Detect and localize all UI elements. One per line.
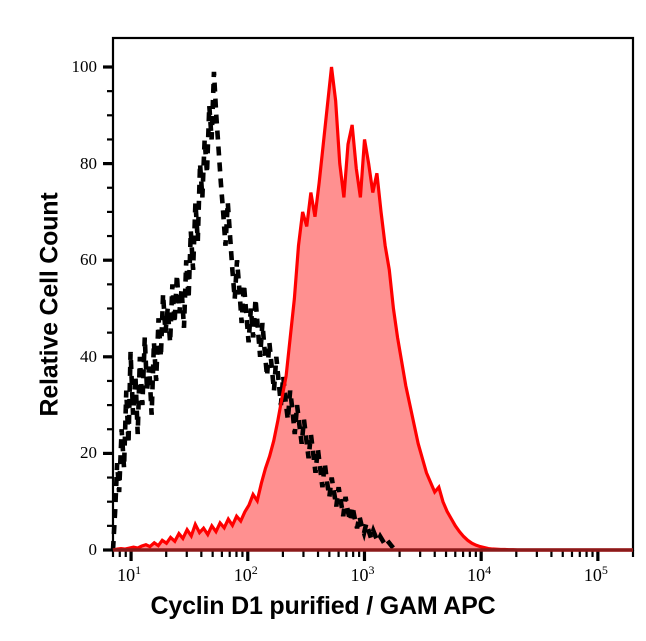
y-axis-ticks	[103, 65, 113, 552]
y-tick-label: 100	[71, 57, 98, 76]
x-tick-mantissa: 10	[467, 565, 486, 585]
sample-histogram-fill	[113, 67, 633, 550]
x-tick-exponent: 5	[601, 563, 608, 577]
y-tick-label: 80	[80, 153, 97, 173]
x-tick-exponent: 3	[368, 563, 375, 577]
x-tick-mantissa: 10	[583, 565, 602, 585]
x-tick-label: 104	[467, 563, 491, 586]
y-tick-label: 40	[80, 346, 97, 366]
x-tick-label: 105	[584, 563, 608, 586]
x-tick-label: 101	[117, 563, 141, 586]
y-tick-label: 0	[88, 540, 98, 559]
x-tick-exponent: 1	[135, 563, 142, 577]
y-tick-label: 60	[80, 250, 97, 270]
x-tick-label: 102	[234, 563, 258, 586]
x-tick-exponent: 2	[251, 563, 258, 577]
x-tick-exponent: 4	[485, 563, 492, 577]
x-tick-mantissa: 10	[350, 565, 369, 585]
x-tick-mantissa: 10	[233, 565, 252, 585]
y-axis-title: Relative Cell Count	[35, 192, 64, 417]
x-tick-label: 103	[350, 563, 374, 586]
y-tick-label: 20	[80, 443, 97, 463]
x-tick-mantissa: 10	[117, 565, 136, 585]
x-axis-title: Cyclin D1 purified / GAM APC	[150, 592, 496, 620]
control-histogram-line	[110, 71, 401, 551]
